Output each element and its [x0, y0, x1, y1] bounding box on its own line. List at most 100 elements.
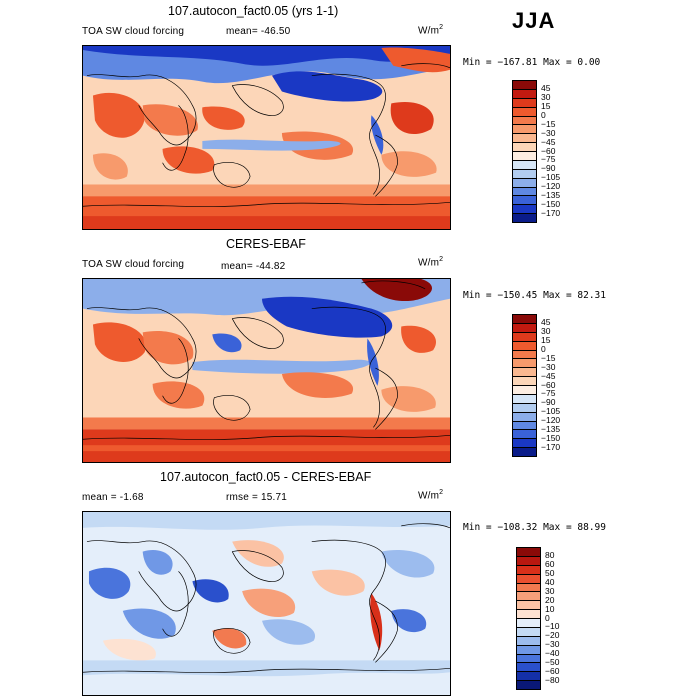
colorbar-swatch: [517, 565, 540, 575]
colorbar-tick-label: 30: [541, 91, 551, 102]
colorbar-tick-label: 80: [545, 549, 555, 560]
colorbar-tick-label: −120: [541, 415, 561, 426]
colorbar-swatch: [517, 574, 540, 584]
colorbar-tick-label: −90: [541, 163, 556, 174]
colorbar-tick-label: −105: [541, 406, 561, 417]
colorbar-tick-label: 20: [545, 594, 555, 605]
panel-2-map-svg: [83, 279, 450, 462]
colorbar-swatch: [513, 214, 536, 222]
colorbar-swatch: [513, 160, 536, 170]
colorbar-tick-label: 15: [541, 334, 551, 345]
colorbar-swatch: [517, 619, 540, 628]
colorbar-tick-label: 60: [545, 558, 555, 569]
colorbar-swatch: [517, 636, 540, 646]
colorbar-swatch: [513, 169, 536, 179]
colorbar-swatch: [517, 610, 540, 619]
panel-3-map: [82, 511, 451, 696]
panel-2-minmax: Min = −150.45 Max = 82.31: [463, 290, 606, 301]
colorbar-tick-label: −170: [541, 208, 561, 219]
colorbar-tick-label: −135: [541, 424, 561, 435]
colorbar-tick-label: 30: [545, 585, 555, 596]
panel-2-colorbar-labels: 45 30 15 0 −15 −30 −45 −60 −75 −90 −105 −120 −135 −15…: [541, 314, 581, 457]
colorbar-swatch: [513, 448, 536, 456]
colorbar-tick-label: 30: [541, 325, 551, 336]
panel-1-map: [82, 45, 451, 230]
panel-3-map-svg: [83, 512, 450, 695]
colorbar-swatch: [513, 178, 536, 188]
colorbar-tick-label: −105: [541, 172, 561, 183]
colorbar-tick-label: −60: [545, 666, 560, 677]
colorbar-tick-label: −10: [545, 621, 560, 632]
colorbar-swatch: [517, 556, 540, 566]
panel-1-map-svg: [83, 46, 450, 229]
colorbar-swatch: [513, 81, 536, 90]
colorbar-swatch: [513, 386, 536, 395]
colorbar-tick-label: −60: [541, 379, 556, 390]
colorbar-swatch: [517, 583, 540, 593]
colorbar-tick-label: −60: [541, 145, 556, 156]
colorbar-tick-label: 50: [545, 567, 555, 578]
panel-2-colorbar-swatches: [513, 315, 536, 456]
panel-2-title: CERES-EBAF: [226, 237, 306, 251]
colorbar-swatch: [513, 143, 536, 152]
colorbar-swatch: [517, 592, 540, 602]
colorbar-swatch: [513, 350, 536, 360]
panel-2-map: [82, 278, 451, 463]
colorbar-swatch: [513, 368, 536, 378]
colorbar-swatch: [517, 548, 540, 557]
colorbar-tick-label: −45: [541, 370, 556, 381]
panel-1-variable-label: TOA SW cloud forcing: [82, 26, 185, 37]
colorbar-tick-label: −15: [541, 118, 556, 129]
colorbar-tick-label: 45: [541, 82, 551, 93]
colorbar-tick-label: 0: [541, 109, 546, 120]
colorbar-swatch: [513, 205, 536, 215]
colorbar-tick-label: −150: [541, 433, 561, 444]
colorbar-swatch: [517, 654, 540, 664]
colorbar-tick-label: −170: [541, 442, 561, 453]
panel-3-colorbar: [516, 547, 541, 690]
colorbar-swatch: [517, 645, 540, 655]
season-label: JJA: [512, 8, 556, 33]
colorbar-tick-label: 10: [545, 603, 555, 614]
colorbar-swatch: [517, 663, 540, 673]
panel-2-units: W/m2: [418, 256, 444, 269]
colorbar-swatch: [513, 98, 536, 108]
colorbar-tick-label: 0: [541, 343, 546, 354]
colorbar-swatch: [513, 359, 536, 369]
colorbar-tick-label: 40: [545, 576, 555, 587]
panel-1-units: W/m2: [418, 24, 444, 37]
colorbar-tick-label: −80: [545, 675, 560, 686]
panel-3-mean-label: mean = -1.68: [82, 492, 144, 503]
panel-3-rmse-label: rmse = 15.71: [226, 492, 288, 503]
panel-1-colorbar-labels: 45 30 15 0 −15 −30 −45 −60 −75 −90 −105 −120 −135 −15…: [541, 80, 581, 223]
colorbar-tick-label: −45: [541, 136, 556, 147]
panel-3-colorbar-swatches: [517, 548, 540, 689]
colorbar-swatch: [513, 403, 536, 413]
colorbar-tick-label: −15: [541, 352, 556, 363]
colorbar-tick-label: −75: [541, 154, 556, 165]
colorbar-tick-label: 15: [541, 100, 551, 111]
panel-1-minmax: Min = −167.81 Max = 0.00: [463, 57, 601, 68]
colorbar-tick-label: −75: [541, 388, 556, 399]
colorbar-swatch: [513, 323, 536, 333]
colorbar-tick-label: −40: [545, 648, 560, 659]
colorbar-swatch: [513, 377, 536, 386]
colorbar-swatch: [513, 125, 536, 135]
colorbar-tick-label: −30: [541, 361, 556, 372]
colorbar-swatch: [517, 627, 540, 637]
colorbar-swatch: [513, 394, 536, 404]
colorbar-swatch: [517, 681, 540, 689]
colorbar-tick-label: −90: [541, 397, 556, 408]
colorbar-swatch: [513, 89, 536, 99]
colorbar-swatch: [513, 152, 536, 161]
colorbar-swatch: [513, 107, 536, 117]
colorbar-swatch: [513, 341, 536, 351]
colorbar-tick-label: −20: [545, 630, 560, 641]
colorbar-swatch: [513, 439, 536, 449]
colorbar-tick-label: −30: [545, 639, 560, 650]
colorbar-tick-label: −50: [545, 657, 560, 668]
colorbar-swatch: [513, 430, 536, 440]
colorbar-swatch: [517, 672, 540, 682]
panel-1-title: 107.autocon_fact0.05 (yrs 1-1): [168, 4, 339, 18]
colorbar-tick-label: −30: [541, 127, 556, 138]
